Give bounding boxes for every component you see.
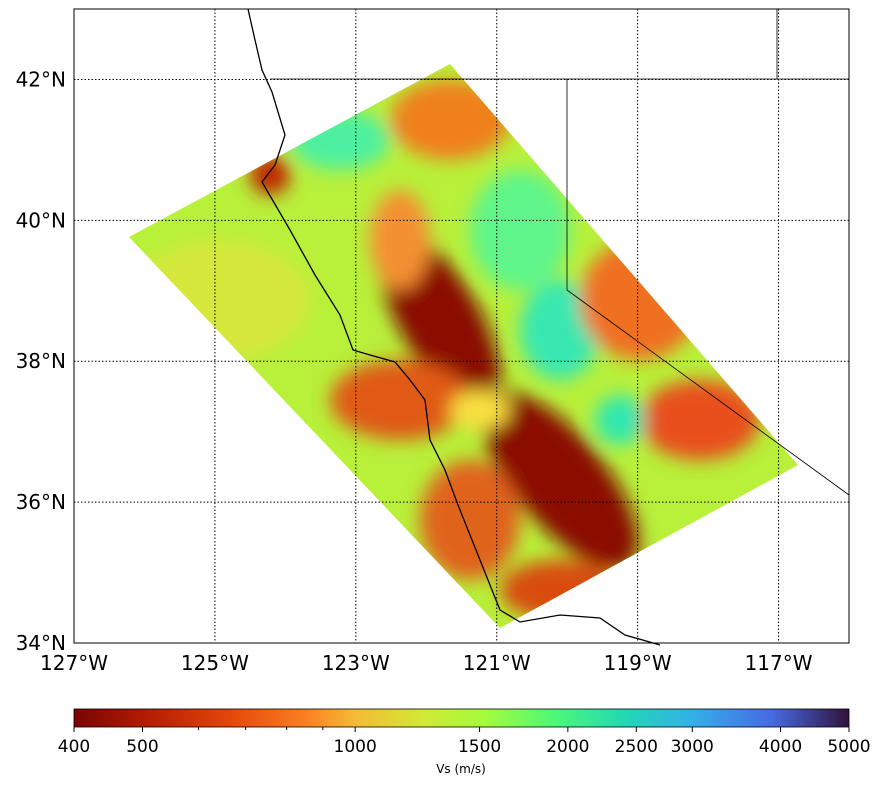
colorbar-tick-label: 1500 [458,737,501,757]
x-tick-label: 117°W [745,651,813,675]
map-frame [73,8,850,644]
velocity-field [129,64,798,628]
x-tick-label: 125°W [181,651,249,675]
colorbar-tick-label: 2000 [546,737,589,757]
colorbar-tick-label: 500 [126,737,158,757]
coastline [247,8,661,646]
colorbar-tick-label: 400 [58,737,90,757]
colorbar-tick-label: 5000 [827,737,870,757]
y-tick-label: 36°N [16,490,66,514]
y-tick-label: 40°N [16,208,66,232]
colorbar-tick-label: 3000 [671,737,714,757]
colorbar [73,708,850,728]
colorbar-tick-label: 1000 [334,737,377,757]
state-border [270,9,850,496]
x-tick-label: 123°W [322,651,390,675]
x-tick-label: 119°W [604,651,672,675]
y-tick-label: 34°N [16,631,66,655]
x-tick-label: 127°W [40,651,108,675]
colorbar-tick-label: 2500 [615,737,658,757]
colorbar-label: Vs (m/s) [436,762,486,776]
colorbar-tick-label: 4000 [759,737,802,757]
x-tick-label: 121°W [463,651,531,675]
y-tick-label: 42°N [16,67,66,91]
y-tick-label: 38°N [16,349,66,373]
